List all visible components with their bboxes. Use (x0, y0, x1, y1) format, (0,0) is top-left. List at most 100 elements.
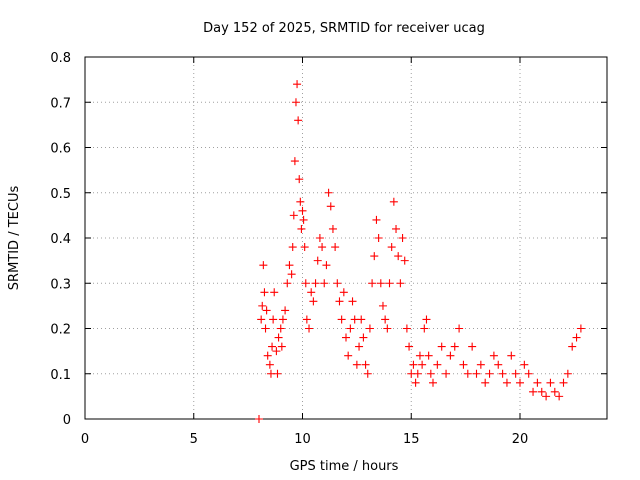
data-point (331, 243, 340, 252)
data-point (346, 324, 355, 333)
data-point (272, 347, 281, 356)
data-point (328, 224, 337, 233)
data-point (387, 243, 396, 252)
x-tick-label: 0 (81, 432, 89, 447)
data-point (278, 315, 287, 324)
data-point (433, 360, 442, 369)
grid-layer (85, 57, 607, 419)
chart-title: Day 152 of 2025, SRMTID for receiver uca… (203, 21, 485, 36)
data-point (550, 387, 559, 396)
data-point (355, 342, 364, 351)
data-point (529, 387, 538, 396)
data-point (389, 197, 398, 206)
data-point (299, 215, 308, 224)
data-point (283, 279, 292, 288)
data-point (476, 360, 485, 369)
tick-layer (84, 56, 607, 420)
data-point (294, 116, 303, 125)
data-point (385, 279, 394, 288)
y-axis-title: SRMTID / TECUs (7, 186, 22, 291)
data-point (290, 157, 299, 166)
data-point (274, 333, 283, 342)
x-tick-label: 10 (294, 432, 311, 447)
data-point (352, 360, 361, 369)
data-point (288, 243, 297, 252)
data-point (273, 369, 282, 378)
data-point (365, 324, 374, 333)
data-point (498, 369, 507, 378)
data-point (394, 252, 403, 261)
data-point (359, 333, 368, 342)
data-point (542, 392, 551, 401)
data-point (309, 297, 318, 306)
data-point (442, 369, 451, 378)
data-point (313, 256, 322, 265)
data-point (257, 315, 266, 324)
data-point (576, 324, 585, 333)
data-point (472, 369, 481, 378)
data-point (260, 288, 269, 297)
data-point (370, 252, 379, 261)
data-point (381, 315, 390, 324)
data-point (324, 188, 333, 197)
data-point (285, 261, 294, 270)
data-point (315, 234, 324, 242)
data-point (422, 315, 431, 324)
data-point (357, 315, 366, 324)
data-point (277, 342, 286, 351)
data-point (446, 351, 455, 360)
data-point (396, 279, 405, 288)
data-point (533, 378, 542, 387)
data-point (295, 175, 304, 184)
data-point (572, 333, 581, 342)
y-tick-label: 0.6 (50, 142, 71, 157)
data-point (424, 351, 433, 360)
data-point (293, 80, 302, 89)
data-point (468, 342, 477, 351)
data-point (262, 306, 271, 315)
data-point (326, 202, 335, 211)
data-point (546, 378, 555, 387)
y-tick-label: 0.2 (50, 323, 71, 338)
data-point (413, 369, 422, 378)
data-point (494, 360, 503, 369)
data-point (269, 315, 278, 324)
data-point (429, 378, 437, 387)
data-point (398, 234, 407, 242)
data-point (339, 288, 348, 297)
data-point (437, 342, 446, 351)
data-point (372, 215, 381, 224)
data-point (259, 261, 268, 270)
data-point (297, 224, 306, 233)
data-point (450, 342, 459, 351)
data-point (320, 279, 329, 288)
data-point (287, 270, 296, 279)
data-point (289, 211, 298, 220)
data-point (296, 197, 305, 206)
data-point (337, 315, 346, 324)
data-marks (255, 80, 585, 423)
data-point (568, 342, 577, 351)
data-point (322, 261, 331, 270)
data-point (537, 387, 546, 396)
data-point (276, 324, 285, 333)
data-point (361, 360, 370, 369)
data-point (318, 243, 327, 252)
data-point (502, 378, 511, 387)
data-point (348, 297, 357, 306)
data-point (555, 392, 564, 401)
data-point (258, 301, 267, 310)
y-tick-label: 0.4 (50, 232, 71, 247)
data-point (489, 351, 498, 360)
data-point (409, 360, 418, 369)
data-point (344, 351, 353, 360)
data-point (383, 324, 392, 333)
data-point (300, 243, 309, 252)
tick-label-layer: 0 0.1 0.2 0.3 0.4 0.5 0.6 0.7 0.8 0 5 10 15 20 (50, 51, 528, 447)
x-tick-label: 20 (512, 432, 529, 447)
data-point (426, 369, 435, 378)
data-point (376, 279, 385, 288)
data-point (405, 342, 414, 351)
y-tick-label: 0.1 (50, 368, 71, 383)
